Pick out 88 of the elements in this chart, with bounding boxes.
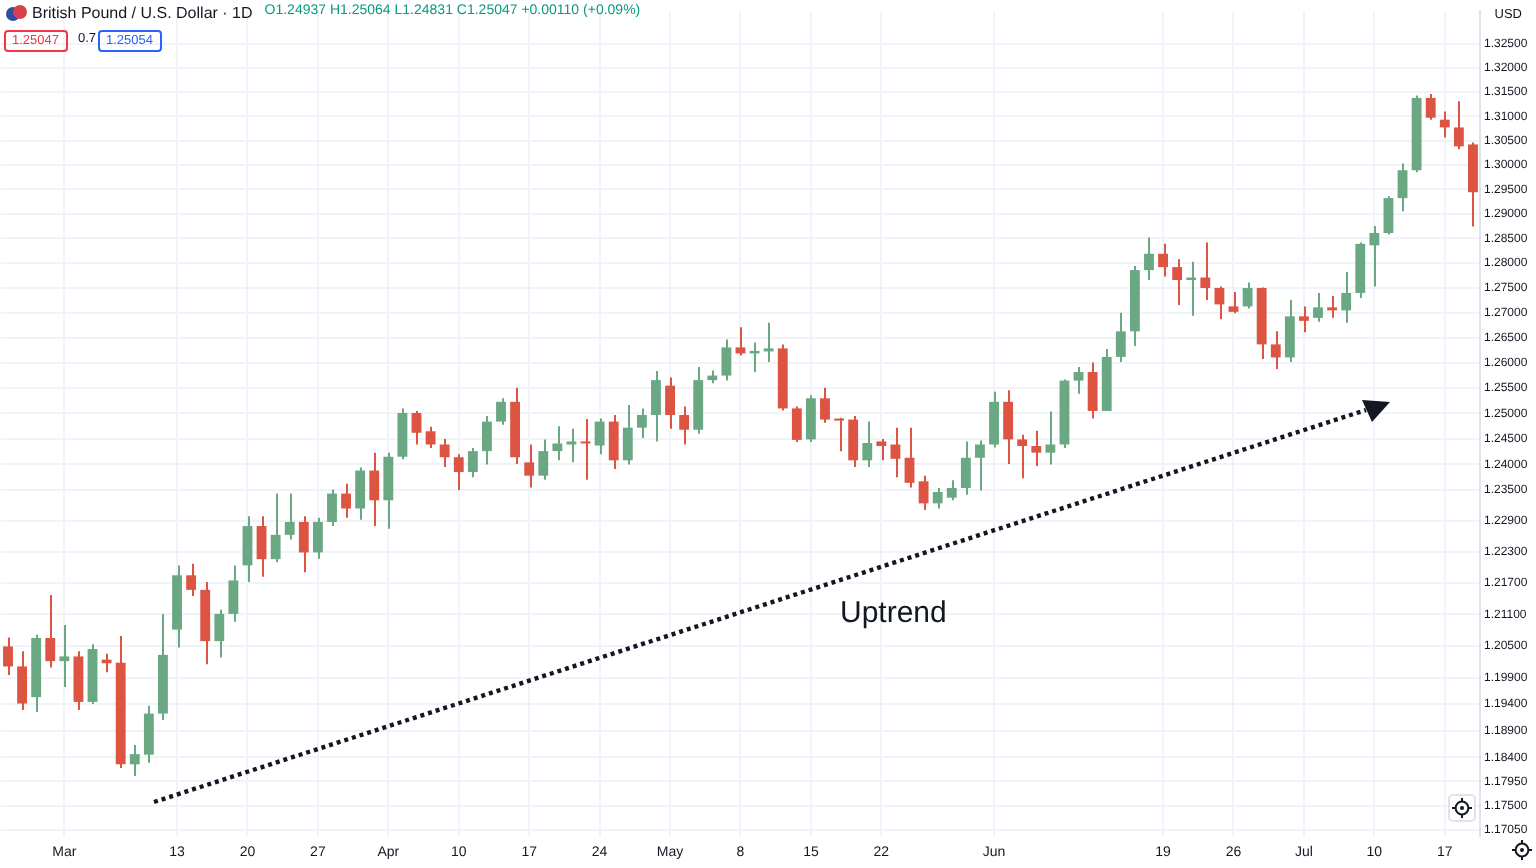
candlestick (665, 376, 675, 430)
candlestick (1228, 290, 1239, 315)
candlestick (59, 623, 70, 689)
candlestick (848, 415, 859, 468)
candlestick (439, 437, 450, 468)
candlestick (1087, 361, 1098, 420)
candlestick (975, 439, 985, 492)
candlestick (622, 403, 633, 466)
candlestick (1115, 311, 1126, 363)
candlestick (327, 488, 337, 528)
candlestick (1158, 242, 1168, 278)
candlestick (1439, 110, 1450, 139)
candlestick (143, 704, 154, 764)
candlestick (1242, 281, 1253, 310)
candlestick (580, 418, 591, 481)
candlestick (397, 407, 408, 461)
candlestick (1327, 294, 1338, 319)
candlestick (1017, 433, 1028, 480)
candlestick (960, 440, 971, 496)
candlestick (862, 420, 873, 468)
candlestick (876, 437, 887, 462)
candlestick (763, 321, 774, 363)
candlestick (1453, 100, 1464, 151)
candlestick (1341, 271, 1352, 324)
candlestick (1369, 225, 1380, 288)
candlestick (453, 453, 464, 492)
candlestick (3, 636, 13, 676)
candlestick (834, 417, 845, 453)
candlestick (411, 409, 422, 446)
candlestick (73, 650, 84, 711)
candlestick (341, 482, 351, 519)
candlestick (383, 451, 394, 530)
candlestick (904, 426, 915, 489)
candlestick (129, 744, 140, 778)
candlestick (651, 370, 661, 443)
candlestick (1397, 162, 1408, 213)
candlestick (1284, 298, 1295, 363)
candlestick (242, 515, 253, 584)
candlestick (482, 415, 492, 466)
candlestick (791, 405, 802, 443)
candlestick (1031, 429, 1042, 467)
candlestick (932, 486, 943, 510)
candlestick (17, 650, 28, 711)
candlestick (566, 427, 577, 464)
candlestick (636, 407, 647, 439)
annotation: Uptrend (840, 596, 947, 630)
candlestick (552, 425, 563, 462)
candlestick (1298, 305, 1309, 334)
candlestick (1383, 195, 1394, 236)
candlestick (1468, 141, 1478, 228)
candlestick (256, 515, 267, 578)
candlestick (228, 564, 239, 623)
candlestick (270, 492, 281, 564)
candlestick (355, 466, 366, 521)
candlestick (820, 386, 830, 424)
candlestick (721, 338, 732, 382)
candlestick (1144, 236, 1154, 282)
candlestick (186, 562, 197, 598)
candlestick (1172, 258, 1183, 306)
candlestick (1270, 330, 1281, 371)
candlestick (1214, 285, 1225, 321)
candlestick (496, 397, 506, 426)
candlestick (45, 594, 56, 669)
candlestick (298, 515, 309, 574)
candlestick (312, 516, 323, 560)
candlestick (608, 414, 619, 471)
candlestick (946, 479, 957, 502)
candlestick (214, 608, 225, 659)
candlestick (890, 426, 901, 479)
candlestick (425, 425, 436, 450)
candlestick (524, 443, 535, 489)
candlestick (369, 451, 380, 528)
candlestick (284, 492, 295, 541)
candlestick (1425, 93, 1436, 121)
candlestick (1003, 389, 1014, 465)
candlestick (679, 405, 690, 446)
candlestick (1073, 366, 1084, 395)
candlestick (594, 417, 605, 456)
candlestick (538, 438, 549, 481)
candlestick (735, 326, 746, 357)
candlestick (918, 474, 929, 512)
candlestick (1313, 291, 1323, 323)
candlestick (989, 390, 999, 449)
candlestick (1045, 410, 1056, 466)
chart-title: British Pound / U.S. Dollar · 1D (32, 4, 253, 22)
candlestick (467, 447, 478, 479)
candlestick (1200, 241, 1211, 301)
candlestick (805, 394, 816, 443)
